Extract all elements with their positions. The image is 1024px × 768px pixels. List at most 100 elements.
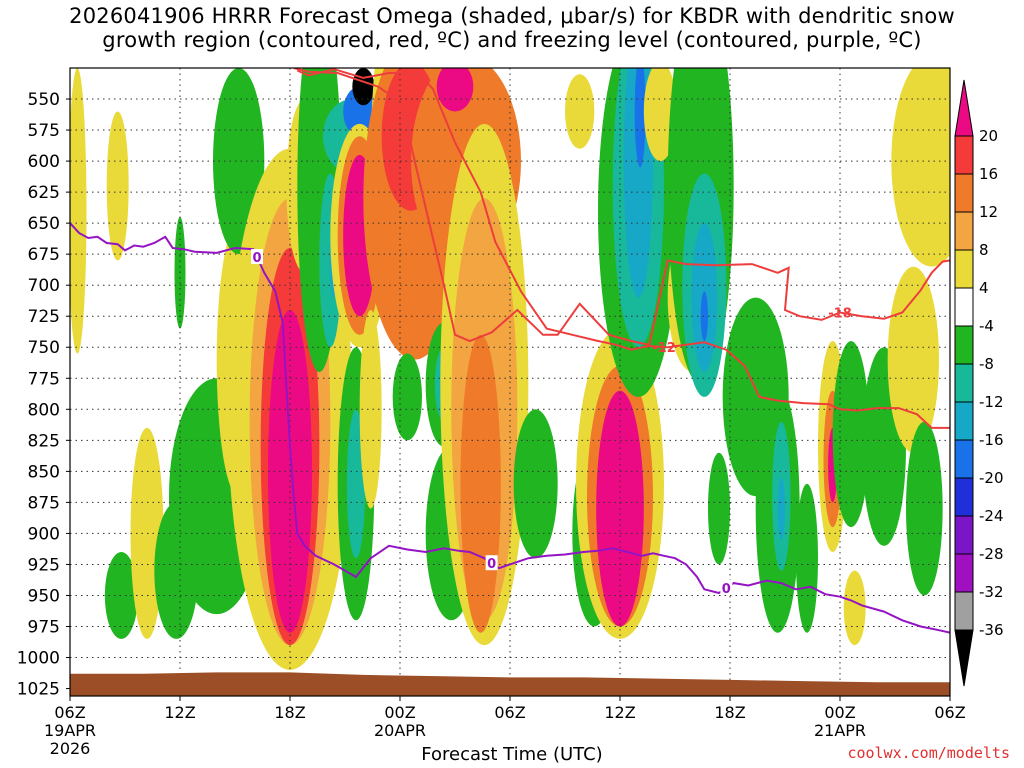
y-tick-label: 550 (28, 90, 60, 110)
y-tick-label: 825 (28, 431, 60, 451)
colorbar-tick-label: -28 (979, 545, 1004, 563)
x-tick-label: 18Z (274, 703, 305, 722)
y-tick-label: 750 (28, 338, 60, 358)
omega-cell (843, 570, 866, 646)
omega-cell (700, 291, 708, 342)
colorbar-tick-label: 20 (979, 127, 998, 145)
omega-cell (436, 68, 474, 112)
freezing-level-label: 0 (722, 582, 731, 597)
colorbar-top-arrow (954, 79, 974, 137)
colorbar-tick-label: -4 (979, 317, 994, 335)
credit-text: coolwx.com/modelts (847, 744, 1010, 762)
colorbar-segment (954, 211, 974, 251)
colorbar-tick-label: -16 (979, 431, 1004, 449)
colorbar-tick-label: 16 (979, 165, 998, 183)
freezing-label-box (251, 249, 263, 265)
omega-cell (906, 421, 943, 596)
colorbar-segment (954, 515, 974, 555)
colorbar-tick-label: -20 (979, 469, 1004, 487)
colorbar-tick-label: 12 (979, 203, 998, 221)
x-tick-year-label: 2026 (50, 739, 91, 758)
colorbar-segment (954, 173, 974, 213)
y-tick-label: 625 (28, 183, 60, 203)
y-tick-label: 850 (28, 462, 60, 482)
omega-cell (565, 74, 595, 149)
omega-cell (796, 483, 818, 633)
omega-cell (106, 111, 129, 261)
colorbar-segment (954, 135, 974, 175)
dgz-contour-label: -18 (828, 306, 852, 321)
colorbar-segment (954, 553, 974, 593)
chart-title: 2026041906 HRRR Forecast Omega (shaded, … (0, 4, 1024, 52)
omega-cell (643, 68, 677, 162)
y-axis: 550 575 600 625 650 675 700 725 750 775 800 825 850 8… (17, 90, 70, 700)
y-tick-label: 575 (28, 121, 60, 141)
x-tick-label: 06Z (54, 703, 85, 722)
y-tick-label: 875 (28, 493, 60, 513)
colorbar-tick-label: -8 (979, 355, 994, 373)
colorbar-tick-label: 8 (979, 241, 989, 259)
omega-cell (359, 310, 382, 509)
omega-cell (70, 68, 87, 354)
y-tick-label: 775 (28, 369, 60, 389)
colorbar-segment (954, 249, 974, 289)
y-tick-label: 650 (28, 214, 60, 234)
colorbar-segment (954, 477, 974, 517)
y-tick-label: 975 (28, 617, 60, 637)
colorbar-tick-label: 4 (979, 279, 989, 297)
omega-cell (891, 68, 950, 267)
contour-labels: -12 -18 0 0 0 (251, 249, 852, 597)
omega-cell (104, 552, 138, 639)
dgz-contour-label: -12 (652, 341, 676, 356)
omega-shading (70, 68, 950, 670)
chart-title-line-1: 2026041906 HRRR Forecast Omega (shaded, … (69, 4, 955, 28)
colorbar-bottom-arrow (954, 629, 974, 687)
x-tick-label: 12Z (164, 703, 195, 722)
colorbar-tick-label: -32 (979, 583, 1004, 601)
freezing-level-line (70, 222, 950, 634)
omega-cell (887, 266, 939, 453)
x-tick-label: 00Z (824, 703, 855, 722)
x-tick-label: 12Z (604, 703, 635, 722)
freezing-level-label: 0 (252, 251, 261, 266)
omega-cell (513, 409, 558, 559)
dgz-contours (293, 68, 950, 429)
y-tick-label: 900 (28, 524, 60, 544)
freezing-label-box (485, 555, 498, 571)
colorbar-segment (954, 401, 974, 441)
colorbar-segment (954, 591, 974, 631)
colorbar-tick-label: -24 (979, 507, 1004, 525)
x-axis-title: Forecast Time (UTC) (421, 744, 603, 765)
y-tick-label: 925 (28, 555, 60, 575)
x-tick-date-label: 20APR (374, 721, 426, 740)
dgz-contour-line (296, 68, 950, 429)
omega-cell (634, 68, 646, 168)
y-tick-label: 700 (28, 276, 60, 296)
omega-cell (460, 334, 501, 633)
ground-surface (70, 672, 950, 696)
freezing-label-box (720, 580, 733, 596)
y-tick-label: 725 (28, 307, 60, 327)
x-tick-label: 06Z (934, 703, 965, 722)
y-tick-label: 800 (28, 400, 60, 420)
freezing-level-contour (70, 222, 950, 634)
omega-cell (832, 341, 870, 528)
x-tick-label: 00Z (384, 703, 415, 722)
y-tick-label: 600 (28, 152, 60, 172)
colorbar-tick-label: -12 (979, 393, 1004, 411)
colorbar-segment (954, 287, 974, 327)
y-tick-label: 675 (28, 245, 60, 265)
x-tick-label: 18Z (714, 703, 745, 722)
omega-cell (708, 452, 730, 565)
x-tick-date-label: 21APR (814, 721, 866, 740)
chart-title-line-2: growth region (contoured, red, ºC) and f… (102, 28, 922, 52)
omega-cell (392, 353, 423, 441)
colorbar-segment (954, 325, 974, 365)
ground-fill (70, 672, 950, 696)
omega-cell (777, 477, 785, 540)
gridlines (70, 68, 950, 696)
freezing-level-label: 0 (487, 557, 496, 572)
y-tick-label: 1000 (17, 649, 60, 669)
